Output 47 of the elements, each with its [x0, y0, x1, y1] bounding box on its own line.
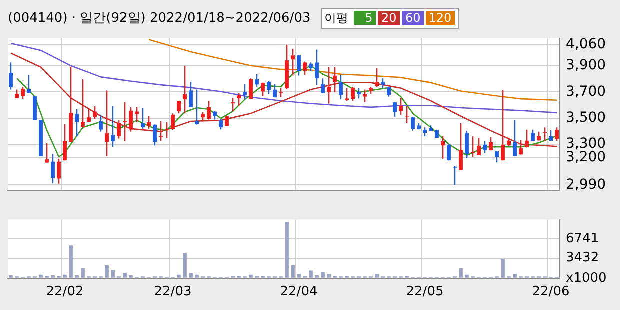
y-tick-label: 2,990: [566, 176, 606, 193]
bar: [51, 275, 55, 278]
y-tick-label: 4,060: [566, 36, 606, 53]
y-tick-label: 6741: [566, 231, 600, 246]
bar: [291, 266, 295, 278]
y-tick-label: x1000: [566, 270, 607, 286]
x-tick-label: 22/05: [406, 284, 444, 300]
x-tick-label: 22/03: [154, 284, 192, 300]
bar: [129, 275, 133, 278]
x-tick-label: 22/06: [532, 284, 570, 300]
y-tick-label: 3,900: [566, 58, 606, 74]
bar: [69, 246, 73, 278]
bar: [501, 259, 505, 278]
bar: [309, 270, 313, 278]
legend-title: 이평: [324, 10, 349, 26]
chart-title: (004140) · 일간(92일) 2022/01/18~2022/06/03: [8, 10, 311, 27]
bar: [111, 270, 115, 278]
bar: [39, 274, 43, 278]
bar: [465, 274, 469, 278]
bar: [183, 253, 187, 278]
y-tick-label: 3,700: [566, 84, 606, 100]
bar: [315, 275, 319, 278]
bar: [321, 272, 325, 278]
bar: [285, 222, 289, 278]
bar: [375, 274, 379, 278]
text: 120: [426, 11, 455, 25]
y-tick-label: 3432: [566, 250, 600, 266]
bar: [459, 268, 463, 278]
bar: [123, 273, 127, 278]
text: 20: [378, 11, 400, 25]
bar: [177, 274, 181, 278]
bar: [63, 274, 67, 278]
bar: [327, 274, 331, 278]
bar: [189, 273, 193, 278]
y-tick-label: 3,500: [566, 110, 606, 126]
text: 5: [354, 11, 376, 25]
bar: [105, 266, 109, 278]
bar: [195, 274, 199, 278]
bar: [249, 274, 253, 278]
bar: [297, 274, 301, 278]
bar: [81, 268, 85, 278]
bar: [9, 275, 13, 278]
bar: [75, 275, 79, 278]
x-tick-label: 22/04: [280, 284, 318, 300]
bar: [513, 274, 517, 278]
x-tick-label: 22/02: [46, 284, 84, 300]
text: 60: [402, 11, 424, 25]
